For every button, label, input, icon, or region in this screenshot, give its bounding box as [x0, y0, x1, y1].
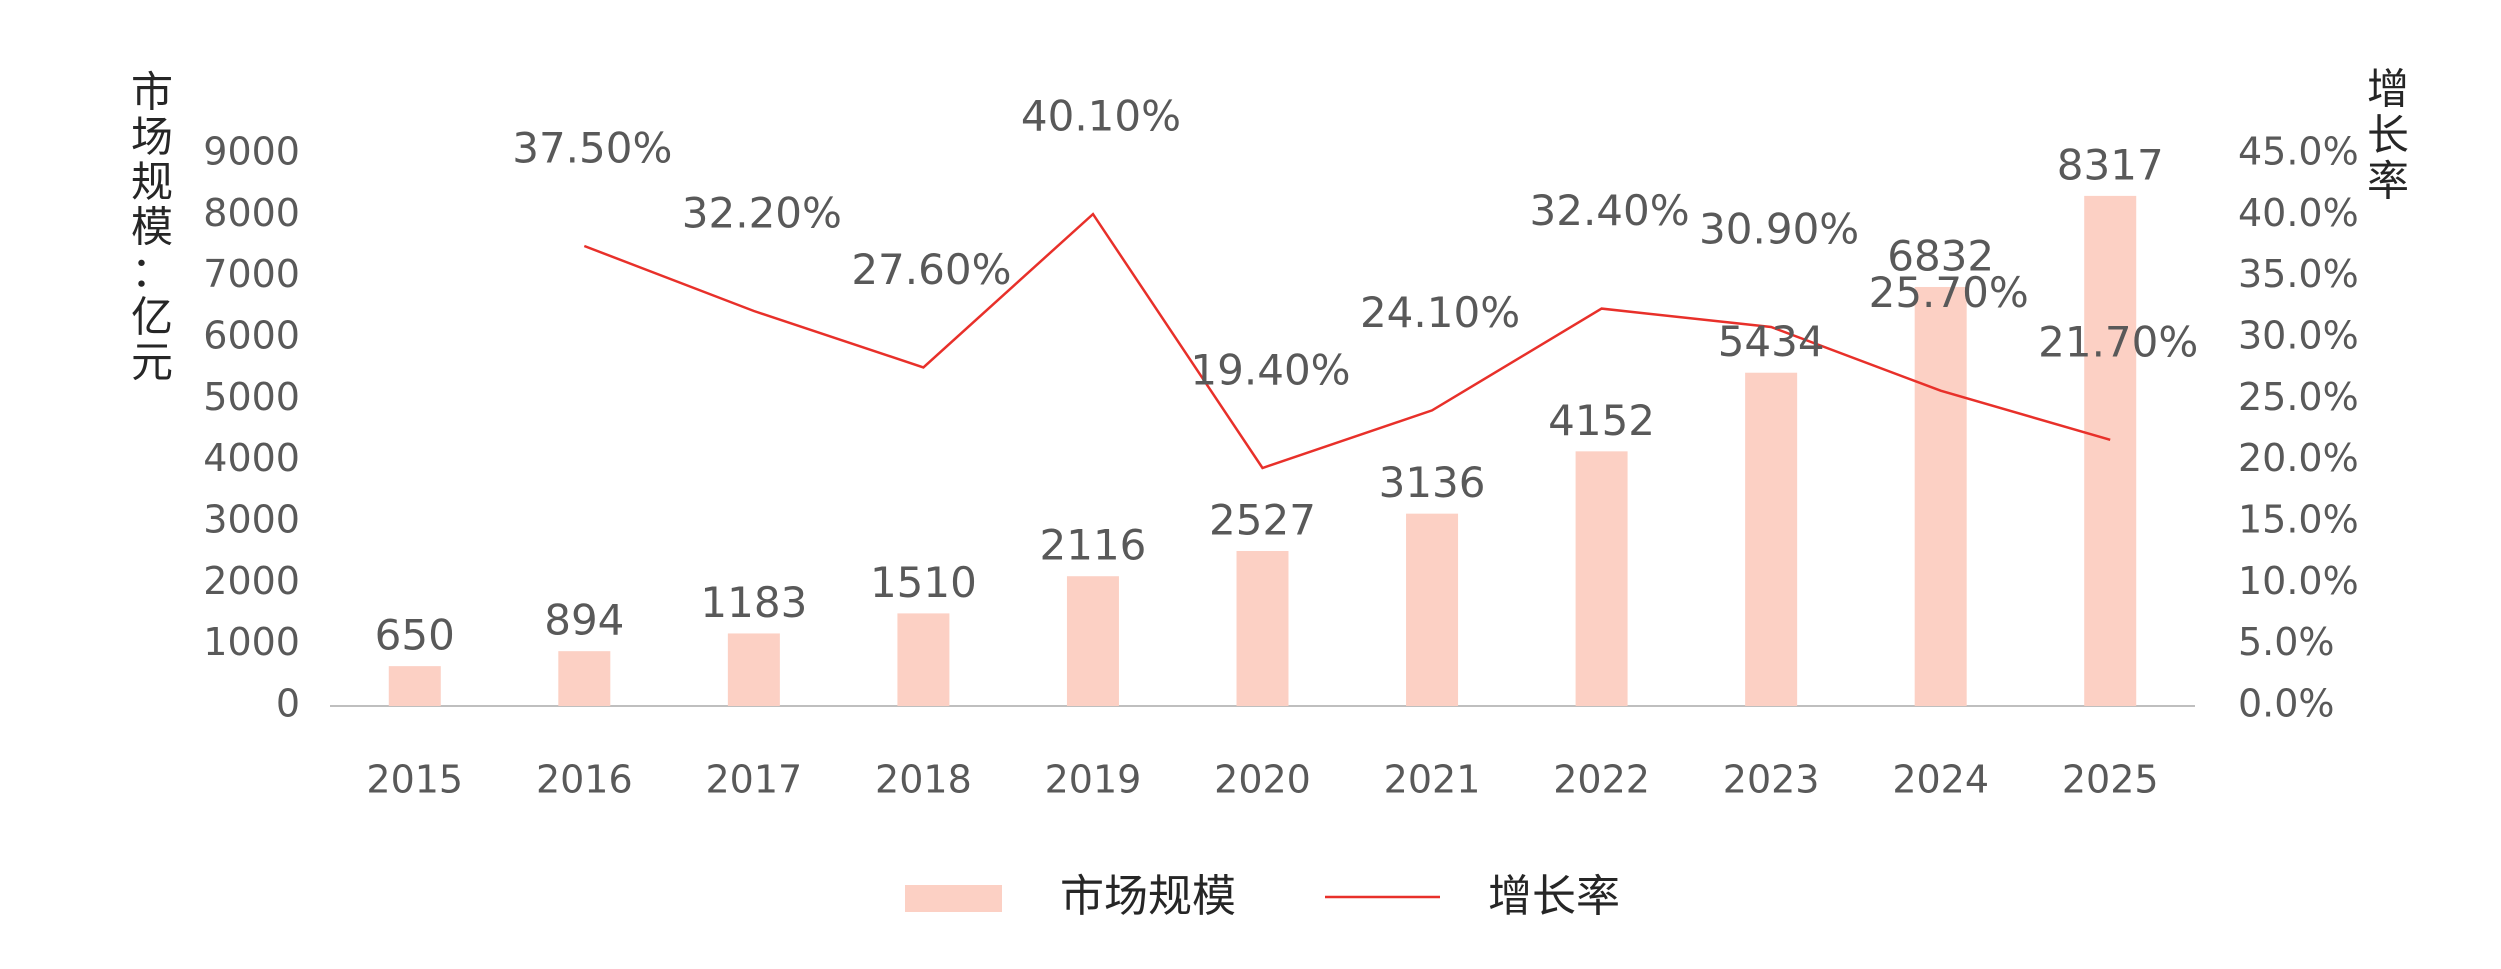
line-value-label: 32.40%	[1530, 186, 1690, 235]
left-axis-ticks: 0 1000 2000 3000 4000 5000 6000 7000 8000 9000	[203, 130, 300, 726]
legend-bar-label: 市场规模	[1060, 871, 1236, 922]
right-tick-label: 40.0%	[2238, 191, 2359, 235]
x-tick-label: 2020	[1214, 758, 1311, 802]
left-tick-label: 3000	[203, 498, 300, 542]
line-value-label: 19.40%	[1190, 346, 1350, 395]
right-tick-label: 35.0%	[2238, 252, 2359, 296]
left-axis-title-char: 亿	[131, 293, 173, 342]
left-tick-label: 6000	[203, 314, 300, 358]
bar-series	[388, 195, 2137, 706]
line-value-label: 30.90%	[1699, 204, 1859, 253]
right-tick-label: 0.0%	[2238, 682, 2335, 726]
bar	[558, 651, 611, 706]
x-tick-label: 2019	[1045, 758, 1142, 802]
bar-value-labels: 650 894 1183 1510 2116 2527 3136 4152 5434 6832 83…	[375, 140, 2164, 659]
right-tick-label: 20.0%	[2238, 436, 2359, 480]
right-axis-title-char: 增	[2367, 65, 2409, 114]
bar	[727, 633, 780, 706]
right-tick-label: 45.0%	[2238, 130, 2359, 174]
bar-value-label: 1183	[700, 578, 807, 627]
legend-bar-swatch	[905, 885, 1002, 912]
left-tick-label: 9000	[203, 130, 300, 174]
left-tick-label: 5000	[203, 375, 300, 419]
bar-value-label: 8317	[2057, 140, 2164, 189]
legend: 市场规模 增长率	[905, 871, 1620, 922]
right-axis-ticks: 0.0% 5.0% 10.0% 15.0% 20.0% 25.0% 30.0% 35.0% 40…	[2238, 130, 2359, 726]
bar-value-label: 4152	[1548, 396, 1655, 445]
left-tick-label: 7000	[203, 252, 300, 296]
x-tick-label: 2018	[875, 758, 972, 802]
bar-value-label: 650	[375, 611, 455, 660]
left-axis-title-char: 场	[131, 113, 173, 162]
bar	[1575, 451, 1628, 706]
left-tick-label: 4000	[203, 436, 300, 480]
bar	[1745, 372, 1798, 706]
left-tick-label: 2000	[203, 559, 300, 603]
left-axis-title: 市场规模：亿元	[131, 68, 173, 387]
right-tick-label: 10.0%	[2238, 559, 2359, 603]
line-value-label: 24.10%	[1360, 288, 1520, 337]
left-tick-label: 0	[276, 682, 300, 726]
left-axis-title-char: 模	[131, 203, 173, 252]
right-tick-label: 25.0%	[2238, 375, 2359, 419]
line-value-label: 21.70%	[2038, 317, 2198, 366]
bar	[897, 613, 950, 706]
x-tick-label: 2015	[366, 758, 463, 802]
bar-value-label: 894	[544, 596, 624, 645]
left-tick-label: 1000	[203, 620, 300, 664]
x-tick-label: 2025	[2062, 758, 2159, 802]
line-series	[583, 212, 2111, 470]
bar-value-label: 5434	[1718, 317, 1825, 366]
x-tick-label: 2016	[536, 758, 633, 802]
bar	[1914, 286, 1967, 706]
bar-value-label: 2527	[1209, 496, 1316, 545]
bar-value-label: 1510	[870, 558, 977, 607]
legend-line-label: 增长率	[1488, 871, 1620, 922]
right-axis-title-char: 长	[2367, 111, 2409, 160]
right-axis-title: 增长率	[2367, 65, 2409, 206]
line-value-labels: 37.50%32.20%27.60% 40.10% 19.40%24.10% 32.4…	[512, 92, 2198, 395]
left-axis-title-char: ：	[131, 248, 173, 297]
bar	[388, 666, 441, 706]
bar	[1066, 576, 1119, 706]
bar-value-label: 2116	[1040, 521, 1147, 570]
bar	[2084, 195, 2137, 706]
x-tick-label: 2022	[1553, 758, 1650, 802]
left-axis-title-char: 元	[131, 338, 173, 387]
x-tick-label: 2021	[1384, 758, 1481, 802]
bar-value-label: 6832	[1887, 231, 1994, 280]
x-tick-label: 2024	[1892, 758, 1989, 802]
left-axis-title-char: 规	[131, 158, 173, 207]
line-value-label: 27.60%	[851, 245, 1011, 294]
x-tick-label: 2023	[1723, 758, 1820, 802]
right-tick-label: 30.0%	[2238, 314, 2359, 358]
growth-rate-line	[583, 212, 2111, 470]
right-tick-label: 15.0%	[2238, 498, 2359, 542]
x-axis-ticks: 2015 2016 2017 2018 2019 2020 2021 2022 2023 2024…	[366, 758, 2158, 802]
x-tick-label: 2017	[706, 758, 803, 802]
right-tick-label: 5.0%	[2238, 620, 2335, 664]
right-axis-title-char: 率	[2367, 157, 2409, 206]
bar-value-label: 3136	[1379, 458, 1486, 507]
left-tick-label: 8000	[203, 191, 300, 235]
left-axis-title-char: 市	[131, 68, 173, 117]
bar	[1406, 513, 1459, 706]
line-value-label: 32.20%	[682, 189, 842, 238]
line-value-label: 40.10%	[1021, 92, 1181, 141]
bar	[1236, 551, 1289, 706]
line-value-label: 25.70%	[1869, 268, 2029, 317]
line-value-label: 37.50%	[512, 124, 672, 173]
